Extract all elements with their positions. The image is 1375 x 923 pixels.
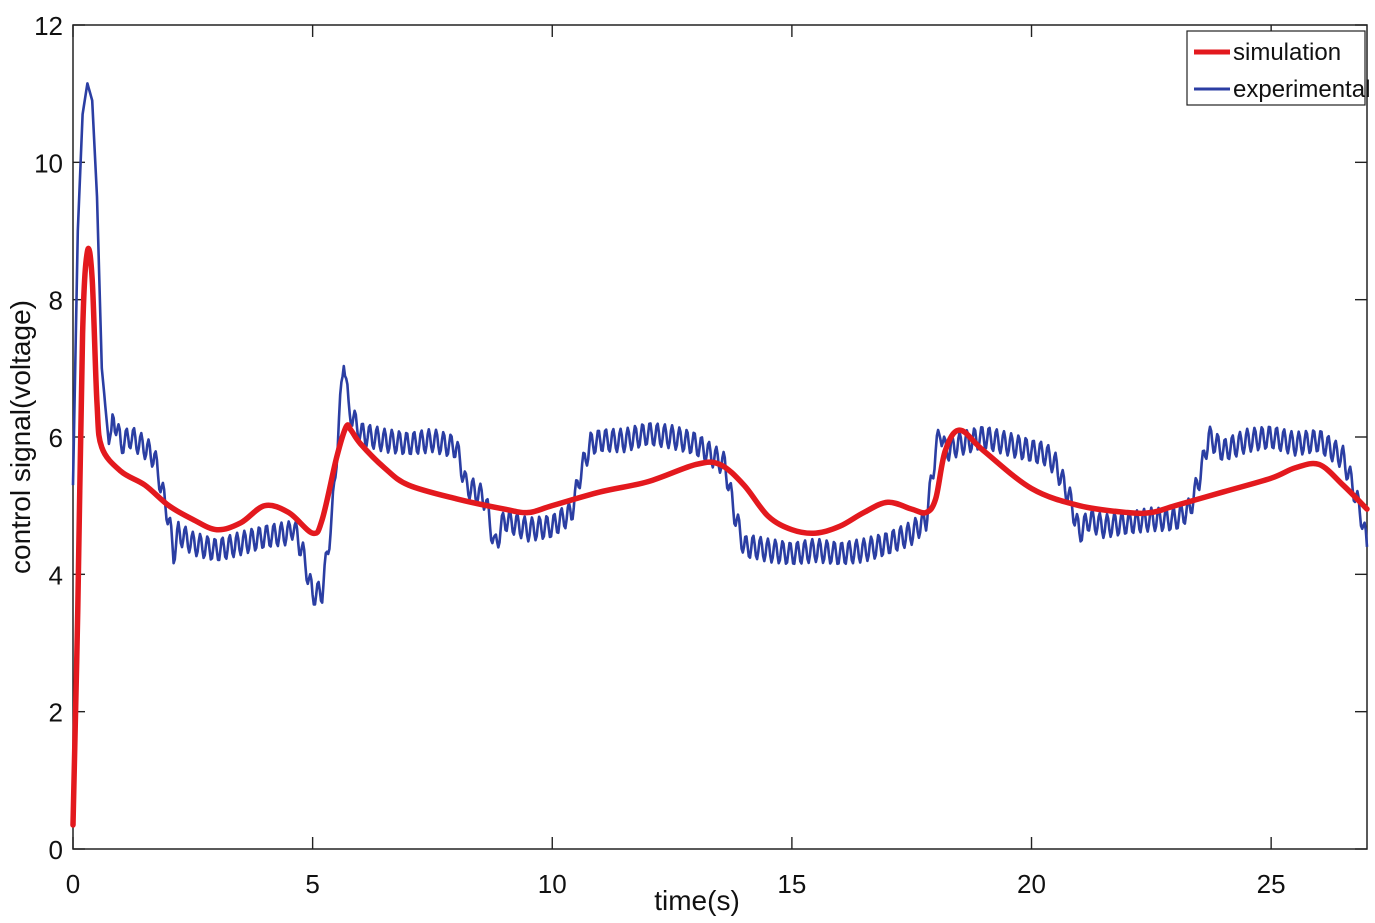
- series-layer: [70, 82, 1370, 828]
- series-line-simulation: [70, 245, 1370, 828]
- y-tick-label: 0: [49, 835, 63, 865]
- y-tick-label: 8: [49, 286, 63, 316]
- plot-frame: [72, 24, 1368, 850]
- y-axis-label: control signal(voltage): [5, 300, 36, 574]
- x-tick-label: 25: [1257, 869, 1286, 899]
- legend: simulation experimental: [1186, 30, 1370, 106]
- x-tick-label: 10: [538, 869, 567, 899]
- y-tick-label: 10: [34, 148, 63, 178]
- x-axis-label: time(s): [654, 885, 740, 916]
- x-axis: 0 5 10 15 20 25: [66, 25, 1286, 899]
- y-tick-label: 12: [34, 11, 63, 41]
- x-tick-label: 5: [305, 869, 319, 899]
- x-tick-label: 15: [777, 869, 806, 899]
- y-tick-label: 2: [49, 698, 63, 728]
- series-line-experimental: [71, 82, 1369, 606]
- legend-label-experimental: experimental: [1233, 76, 1370, 103]
- x-tick-label: 20: [1017, 869, 1046, 899]
- y-tick-label: 4: [49, 560, 63, 590]
- series-experimental: [71, 82, 1369, 606]
- x-tick-label: 0: [66, 869, 80, 899]
- legend-label-simulation: simulation: [1233, 39, 1341, 66]
- series-simulation: [70, 245, 1370, 828]
- legend-box: [1186, 30, 1366, 106]
- y-tick-label: 6: [49, 423, 63, 453]
